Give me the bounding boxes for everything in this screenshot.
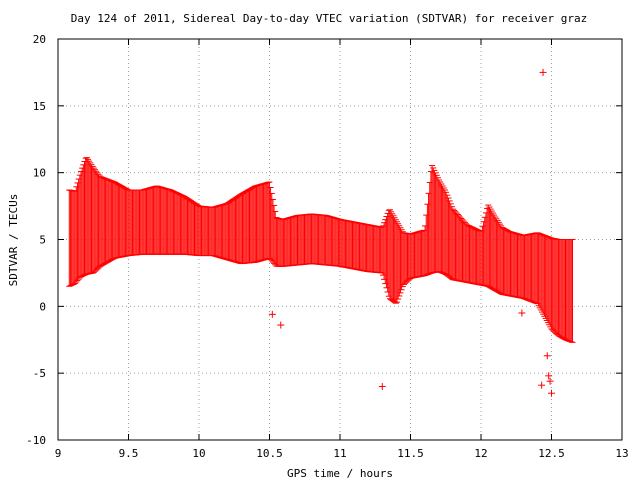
x-tick-label: 9.5 xyxy=(119,447,139,460)
data-point xyxy=(277,321,285,329)
error-bar xyxy=(393,221,400,303)
error-bar xyxy=(398,229,405,291)
axes: 9 9.5 10 10.5 11 11.5 12 12.5 13 -10 -5 0 5 10 15 20 xyxy=(26,33,629,460)
error-bar xyxy=(95,173,102,269)
y-axis-label: SDTVAR / TECUs xyxy=(7,194,20,287)
y-tick-label: 10 xyxy=(33,167,46,180)
y-tick-label: 0 xyxy=(39,300,46,313)
data-point xyxy=(545,372,553,380)
x-tick-label: 12.5 xyxy=(538,447,565,460)
chart-title: Day 124 of 2011, Sidereal Day-to-day VTE… xyxy=(71,12,588,25)
data-point xyxy=(543,352,551,360)
x-tick-label: 9 xyxy=(55,447,62,460)
scatter-points xyxy=(268,68,555,397)
data-point xyxy=(378,383,386,391)
error-bar xyxy=(96,175,103,268)
y-tick-label: 15 xyxy=(33,100,46,113)
x-tick-label: 11 xyxy=(333,447,346,460)
data-point xyxy=(518,309,526,317)
y-tick-label: -10 xyxy=(26,434,46,447)
data-point xyxy=(268,310,276,318)
error-bar xyxy=(569,239,576,343)
y-tick-label: 5 xyxy=(39,234,46,247)
error-bar xyxy=(89,165,96,274)
error-bar xyxy=(396,225,403,297)
error-bar xyxy=(399,231,406,288)
error-bar xyxy=(92,169,99,272)
x-axis-label: GPS time / hours xyxy=(287,467,393,480)
x-tick-label: 10 xyxy=(192,447,205,460)
error-bar xyxy=(94,172,101,270)
error-bar xyxy=(392,219,399,304)
x-tick-label: 11.5 xyxy=(397,447,424,460)
error-bars xyxy=(66,157,576,343)
x-tick-label: 12 xyxy=(474,447,487,460)
y-tick-label: 20 xyxy=(33,33,46,46)
x-tick-label: 13 xyxy=(615,447,628,460)
x-tick-label: 10.5 xyxy=(256,447,283,460)
data-point xyxy=(538,381,546,389)
data-point xyxy=(546,377,554,385)
data-point xyxy=(548,389,555,397)
error-bar xyxy=(90,167,97,273)
error-bar xyxy=(397,227,404,294)
error-bar xyxy=(93,170,100,271)
y-tick-label: -5 xyxy=(33,367,46,380)
data-point xyxy=(539,68,547,76)
error-bar xyxy=(395,223,402,300)
